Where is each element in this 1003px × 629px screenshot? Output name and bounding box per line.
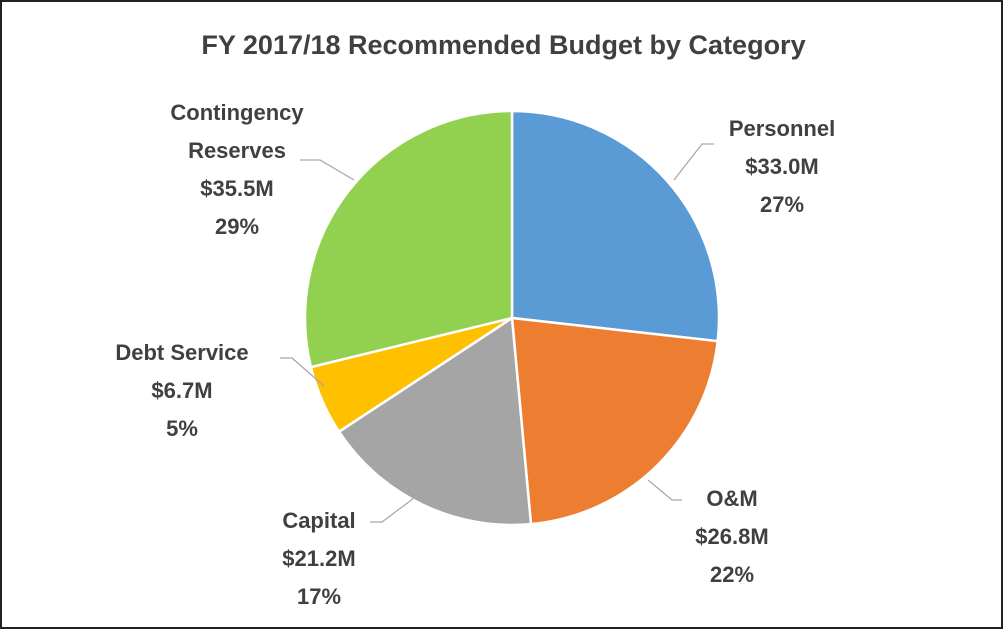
- leader-line: [370, 497, 415, 523]
- data-label: O&M $26.8M 22%: [652, 480, 812, 594]
- leader-line: [647, 479, 682, 501]
- pie-slice: [510, 109, 721, 343]
- category-name: Capital: [282, 508, 356, 533]
- leader-lines: [280, 143, 714, 523]
- value-label: $26.8M: [695, 524, 769, 549]
- leader-line: [300, 159, 355, 181]
- percent-label: 5%: [166, 416, 198, 441]
- category-name: Personnel: [728, 116, 836, 141]
- value-label: $6.7M: [151, 378, 213, 403]
- data-label: Personnel $33.0M 27%: [702, 110, 862, 224]
- value-label: $33.0M: [745, 154, 819, 179]
- percent-label: 27%: [759, 192, 805, 217]
- category-name: Debt Service: [115, 340, 249, 365]
- leader-line: [673, 143, 714, 181]
- category-name: O&M: [706, 486, 758, 511]
- percent-label: 29%: [214, 214, 260, 239]
- value-label: $35.5M: [200, 176, 274, 201]
- percent-label: 17%: [296, 584, 342, 609]
- category-name: Contingency Reserves: [170, 100, 304, 163]
- percent-label: 22%: [709, 562, 755, 587]
- data-label: Capital $21.2M 17%: [234, 502, 404, 616]
- pie-slice: [337, 315, 533, 527]
- pie-slice: [303, 109, 514, 369]
- value-label: $21.2M: [282, 546, 356, 571]
- leader-line: [280, 357, 325, 387]
- pie-slice: [510, 316, 720, 526]
- data-label: Contingency Reserves $35.5M 29%: [142, 94, 332, 246]
- data-label: Debt Service $6.7M 5%: [82, 334, 282, 448]
- chart-title: FY 2017/18 Recommended Budget by Categor…: [201, 30, 806, 60]
